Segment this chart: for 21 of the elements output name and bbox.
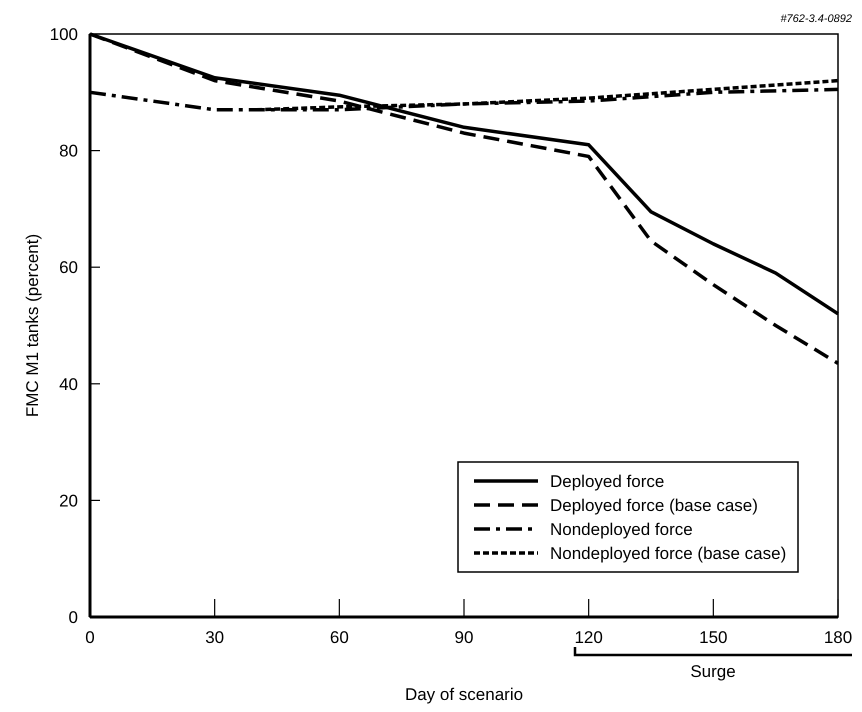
y-tick-label: 0 — [68, 608, 78, 627]
text: #762-3.4-0892 — [780, 13, 852, 25]
y-tick-label: 100 — [50, 25, 78, 44]
x-tick-label: 180 — [824, 628, 852, 647]
x-axis-title: Day of scenario — [404, 685, 524, 704]
y-tick-label: 60 — [59, 258, 78, 278]
y-tick-label: 20 — [59, 491, 78, 510]
x-tick-label: 60 — [330, 628, 349, 647]
y-axis-title: FMC M1 tanks (percent) — [23, 234, 42, 418]
y-tick-label: 80 — [59, 142, 78, 161]
legend-label: Deployed force — [550, 472, 664, 491]
legend-label: Nondeployed force (base case) — [550, 544, 786, 563]
x-tick-label: 150 — [699, 628, 728, 647]
x-tick-label: 30 — [205, 628, 224, 647]
x-tick-label: 0 — [85, 628, 95, 647]
x-tick-label: 90 — [454, 628, 474, 647]
text: Surge — [690, 662, 736, 681]
y-tick-label: 40 — [59, 374, 78, 394]
legend-label: Deployed force (base case) — [550, 496, 758, 515]
legend-label: Nondeployed force — [550, 520, 693, 539]
x-tick-label: 120 — [574, 628, 603, 647]
